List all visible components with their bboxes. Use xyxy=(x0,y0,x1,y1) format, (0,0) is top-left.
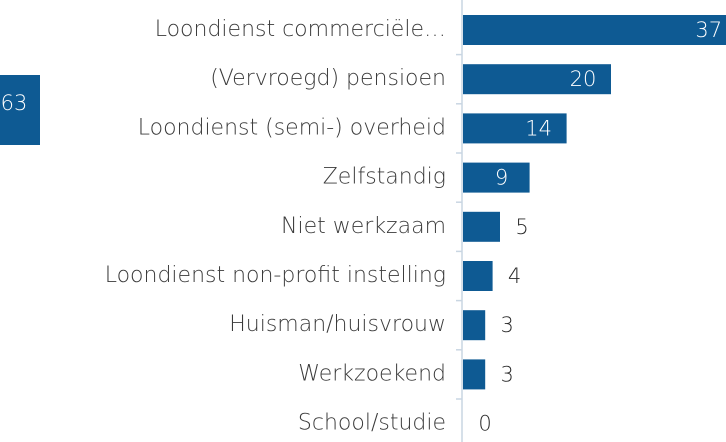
category-label: Loondienst commerciële… xyxy=(155,17,446,42)
category-label: Niet werkzaam xyxy=(281,214,446,239)
value-label: 37 xyxy=(695,18,722,42)
value-label: 3 xyxy=(501,362,514,386)
category-label: (Vervroegd) pensioen xyxy=(210,66,446,91)
category-label: School/studie xyxy=(298,411,446,436)
annotation-box xyxy=(0,75,40,145)
bar xyxy=(463,359,486,390)
category-label: Loondienst (semi-) overheid xyxy=(138,115,446,140)
category-label: Huisman/huisvrouw xyxy=(229,312,446,337)
category-label: Zelfstandig xyxy=(323,165,446,190)
value-label: 9 xyxy=(495,166,508,190)
bar xyxy=(463,261,493,291)
bar xyxy=(463,113,567,144)
value-label: 14 xyxy=(525,116,552,140)
bar xyxy=(463,211,500,242)
value-label: 5 xyxy=(515,215,528,239)
category-label: Werkzoekend xyxy=(298,361,446,386)
bar xyxy=(463,15,726,45)
category-label: Loondienst non-profit instelling xyxy=(105,263,446,288)
value-label: 20 xyxy=(570,67,597,91)
bar xyxy=(463,310,486,341)
value-label: 4 xyxy=(508,264,521,288)
bar xyxy=(463,162,530,193)
annotation: 63 xyxy=(1,91,28,115)
value-label: 3 xyxy=(501,313,514,337)
bar xyxy=(463,64,611,95)
value-label: 0 xyxy=(478,412,491,436)
